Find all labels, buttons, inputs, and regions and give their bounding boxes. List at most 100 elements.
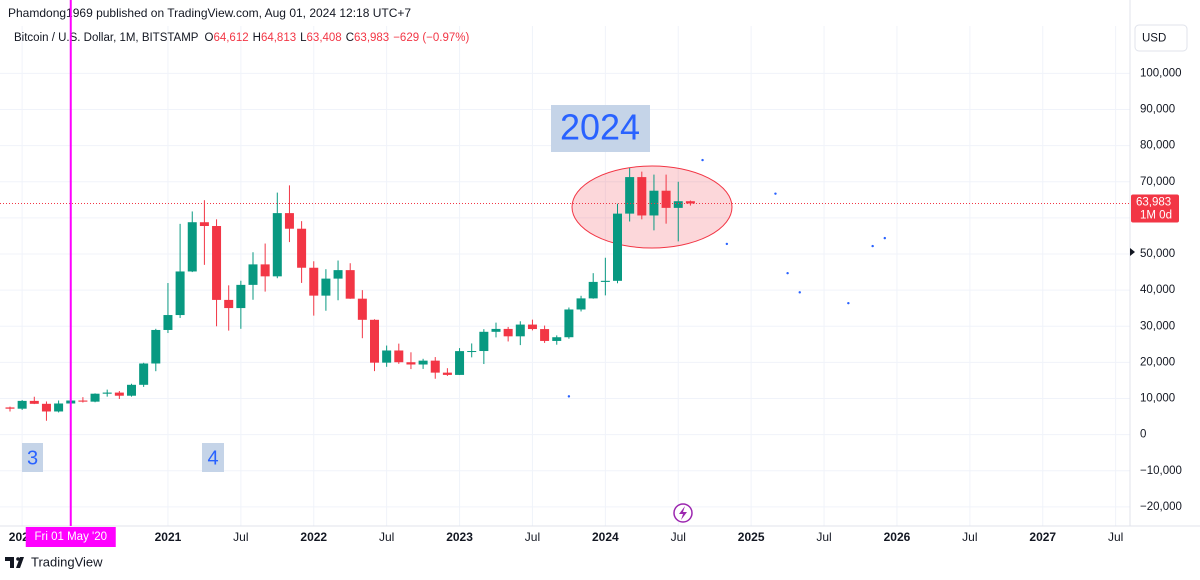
x-tick-label: 2021 — [155, 530, 182, 544]
candle-body — [309, 267, 319, 296]
y-tick-label: 10,000 — [1140, 393, 1175, 405]
candle-body — [78, 400, 88, 402]
publisher: Phamdong1969 published on TradingView.co… — [8, 6, 411, 20]
candle-body — [588, 281, 598, 299]
x-tick-label: 2024 — [592, 530, 619, 544]
candle-body — [613, 213, 622, 281]
candle-body — [321, 278, 331, 296]
y-tick-label: 80,000 — [1140, 140, 1175, 152]
candle-body — [382, 350, 392, 363]
currency-button[interactable] — [1134, 24, 1188, 52]
candle-body — [455, 351, 465, 375]
logo — [5, 557, 24, 568]
x-tick-label: Jul — [671, 530, 686, 544]
candle-body — [54, 403, 64, 412]
candle-body — [625, 177, 635, 214]
change: −629 (−0.97%) — [393, 32, 469, 44]
y-tick-label: 100,000 — [1140, 67, 1182, 79]
candle-body — [467, 351, 477, 353]
currency[interactable]: USD — [1142, 33, 1166, 45]
x-tick-label: Jul — [1108, 530, 1123, 544]
candle-body — [527, 324, 537, 330]
x-tick-label: Jul — [525, 530, 540, 544]
y-tick-label: −20,000 — [1140, 501, 1182, 513]
candle-body — [187, 222, 197, 272]
candle-body — [357, 298, 367, 320]
candle-body — [430, 360, 440, 373]
x-axis: 2020 2021 Jul 2022 Jul 2023 Jul 2024 Jul 2025 Jul 2… — [9, 530, 1124, 544]
y-tick-label: −10,000 — [1140, 465, 1182, 477]
candle-body — [661, 190, 671, 208]
annotation: 4 — [207, 447, 218, 469]
candle-body — [503, 328, 513, 337]
dot — [701, 158, 704, 162]
crosshair-label: Fri 01 May '20 — [35, 531, 108, 543]
x-tick-label: 2026 — [884, 530, 911, 544]
candle-body — [297, 228, 307, 268]
candle-body — [199, 222, 209, 227]
candle-body — [248, 264, 258, 285]
candle-body — [333, 270, 343, 279]
candle-body — [284, 213, 294, 229]
brand: TradingView — [31, 554, 103, 569]
last-price-tag — [1131, 194, 1179, 223]
candle-body — [41, 403, 51, 412]
candle-body — [151, 329, 161, 364]
dot — [871, 244, 874, 248]
candle-body — [685, 201, 695, 204]
candle-body — [576, 298, 586, 310]
candle-body — [17, 400, 27, 409]
countdown-label: 1M 0d — [1140, 210, 1172, 222]
annotation-box — [202, 443, 224, 472]
candle-body — [370, 319, 379, 363]
grid — [0, 26, 1130, 526]
ohlc-key: H — [253, 32, 261, 44]
dot — [786, 271, 789, 275]
scale-marker — [1130, 248, 1135, 256]
y-tick-label: 50,000 — [1140, 248, 1175, 260]
flash-icon — [673, 503, 693, 523]
x-tick-label: Jul — [962, 530, 977, 544]
annotation: 2024 — [560, 107, 640, 148]
dot — [847, 301, 850, 305]
plot — [0, 158, 1130, 421]
candle-body — [394, 350, 404, 363]
x-tick-label: 2025 — [738, 530, 765, 544]
ohlc-value: 64,612 — [213, 32, 248, 44]
ohlc-value: 63,983 — [354, 32, 389, 44]
y-tick-label: 70,000 — [1140, 176, 1175, 188]
candle-body — [564, 309, 574, 338]
candle-body — [515, 324, 525, 337]
candle-body — [540, 329, 550, 341]
candle-body — [479, 331, 489, 352]
candle-body — [418, 360, 428, 365]
candle-body — [649, 190, 659, 216]
candle-body — [102, 392, 112, 394]
y-tick-label: 40,000 — [1140, 284, 1175, 296]
candle-body — [114, 392, 124, 396]
y-tick-label: 90,000 — [1140, 104, 1175, 116]
candle-body — [90, 393, 100, 402]
candle-body — [139, 363, 149, 385]
x-tick-label: 2027 — [1029, 530, 1056, 544]
y-tick-label: 0 — [1140, 429, 1146, 441]
annotation-box — [22, 443, 43, 472]
y-tick-label: 30,000 — [1140, 320, 1175, 332]
candle-body — [212, 226, 222, 300]
last-price-label: 63,983 — [1136, 197, 1171, 209]
dot — [567, 395, 571, 398]
annotation: 3 — [27, 447, 38, 469]
ohlc-value: 63,408 — [307, 32, 342, 44]
x-tick-label: Jul — [233, 530, 248, 544]
y-tick-label: 20,000 — [1140, 356, 1175, 368]
symbol: Bitcoin / U.S. Dollar, 1M, BITSTAMP — [14, 32, 199, 44]
dot — [883, 236, 886, 240]
candle-body — [272, 213, 282, 277]
x-tick-label: Jul — [379, 530, 394, 544]
dot — [774, 192, 777, 195]
x-tick-label: Jul — [816, 530, 831, 544]
candle-body — [127, 384, 136, 396]
candle-body — [236, 284, 246, 309]
candle-body — [406, 362, 416, 365]
x-tick-label: 2022 — [300, 530, 327, 544]
